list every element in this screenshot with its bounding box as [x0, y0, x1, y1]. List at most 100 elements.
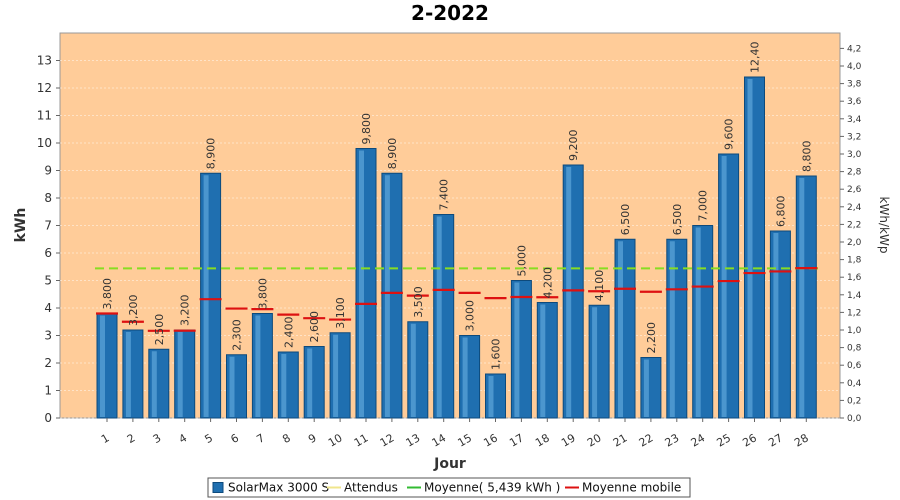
x-tick-label: 9	[306, 431, 319, 446]
y2-tick-label: 1,6	[847, 273, 862, 283]
bar-value-label: 4,100	[593, 270, 606, 302]
y2-tick-label: 1,2	[847, 308, 861, 318]
x-axis-label: Jour	[433, 456, 466, 472]
y2-tick-label: 0,4	[847, 379, 862, 389]
y2-tick-label: 3,6	[847, 97, 862, 107]
bar-highlight	[618, 241, 623, 417]
y-tick-label: 5	[44, 274, 52, 288]
x-tick-label: 11	[352, 431, 371, 449]
bar-highlight	[177, 332, 183, 417]
bar-value-label: 9,600	[723, 119, 736, 151]
bar-highlight	[203, 175, 209, 417]
bar-value-label: 5,000	[515, 245, 528, 277]
bar-value-label: 6,500	[619, 204, 632, 236]
x-tick-label: 8	[280, 431, 293, 446]
bar-value-label: 8,800	[800, 141, 813, 173]
y2-axis: 0,0 0,2 0,4 0,6 0,8 1,0 1,2 1,4 1,6 1,8 2,0 2,2 2,4 2…	[840, 44, 862, 424]
bar-highlight	[773, 233, 779, 417]
bar-value-label: 2,600	[308, 311, 321, 343]
x-tick-label: 4	[177, 431, 190, 446]
bar-value-label: 7,000	[697, 190, 710, 222]
legend-label: SolarMax 3000 S	[228, 481, 329, 495]
y2-tick-label: 3,4	[847, 115, 862, 125]
legend-label: Moyenne mobile	[582, 481, 681, 495]
bar-labels: 3,800 3,200 2,500 3,200 8,900 2,300 3,800 2,400…	[101, 42, 813, 371]
x-tick-label: 3	[151, 431, 164, 446]
bar-value-label: 3,100	[334, 297, 347, 329]
bar-value-label: 3,500	[412, 286, 425, 318]
bar-value-label: 3,000	[464, 300, 477, 332]
bar-value-label: 8,900	[386, 138, 399, 170]
y2-tick-label: 0,6	[847, 361, 862, 371]
bar-highlight	[410, 323, 416, 417]
bar-highlight	[592, 307, 598, 417]
bar-value-label: 3,200	[127, 295, 140, 327]
x-tick-label: 12	[378, 431, 397, 449]
y2-tick-label: 4,0	[847, 62, 862, 72]
y2-axis-label: kWh/kWp	[877, 197, 891, 254]
bar-highlight	[747, 79, 753, 417]
x-tick-label: 14	[430, 431, 449, 449]
y2-tick-label: 2,4	[847, 203, 862, 213]
bar-value-label: 8,900	[205, 138, 218, 170]
x-tick-label: 7	[254, 431, 267, 446]
bar-highlight	[229, 356, 235, 417]
bar-value-label: 1,600	[490, 339, 503, 371]
y2-tick-label: 1,4	[847, 291, 862, 301]
chart-title: 2-2022	[411, 1, 489, 25]
bar-value-label: 6,500	[671, 204, 684, 236]
bar-highlight	[255, 315, 261, 417]
x-tick-label: 19	[559, 431, 578, 449]
y2-tick-label: 0,0	[847, 414, 862, 424]
bar-value-label: 2,500	[153, 314, 166, 346]
y2-tick-label: 2,0	[847, 238, 862, 248]
y2-tick-label: 2,6	[847, 185, 862, 195]
x-axis: 1 2 3 4 5 6 7 8 9 10 11 12 13 14 15 16 17 18 19 20 21 22 23 24 2…	[99, 418, 811, 450]
bar-highlight	[151, 351, 157, 417]
bar-highlight	[721, 156, 727, 417]
bar-value-label: 6,800	[774, 196, 787, 228]
y-tick-label: 3	[44, 329, 52, 343]
bar-highlight	[514, 282, 520, 417]
legend-swatch	[212, 482, 224, 493]
bar-value-label: 3,800	[101, 278, 114, 310]
legend: SolarMax 3000 S Attendus Moyenne( 5,439 kW…	[207, 477, 691, 498]
y2-tick-label: 1,8	[847, 256, 862, 266]
bar-highlight	[488, 376, 494, 417]
y2-tick-label: 2,8	[847, 168, 862, 178]
y-tick-label: 13	[37, 54, 52, 68]
x-tick-label: 18	[533, 431, 552, 449]
bar-value-label: 9,200	[567, 130, 580, 162]
bar-value-label: 7,400	[438, 179, 451, 211]
x-tick-label: 6	[228, 431, 241, 446]
bar-value-label: 3,800	[256, 278, 269, 310]
y2-tick-label: 0,2	[847, 396, 861, 406]
bar-highlight	[436, 216, 442, 417]
bar-highlight	[281, 354, 287, 417]
bar-highlight	[695, 227, 701, 417]
bars	[96, 76, 817, 419]
x-tick-label: 17	[507, 431, 526, 449]
y-tick-label: 6	[44, 246, 52, 260]
y-tick-label: 1	[44, 384, 52, 398]
bar-highlight	[125, 332, 131, 417]
bar-value-label: 2,400	[282, 317, 295, 349]
x-tick-label: 27	[766, 431, 785, 449]
x-tick-label: 10	[326, 431, 345, 449]
y-tick-label: 8	[44, 191, 52, 205]
y2-tick-label: 4,2	[847, 44, 861, 54]
y2-tick-label: 1,0	[847, 326, 862, 336]
bar-value-label: 2,300	[231, 319, 244, 351]
legend-label: Attendus	[344, 481, 398, 495]
bar-highlight	[669, 241, 675, 417]
bar-highlight	[540, 304, 546, 417]
y-tick-label: 4	[44, 301, 52, 315]
x-tick-label: 16	[481, 431, 500, 449]
bar-highlight	[359, 150, 364, 417]
bar-highlight	[100, 315, 105, 417]
x-tick-label: 25	[714, 431, 733, 449]
bar-value-label: 4,200	[541, 267, 554, 299]
x-tick-label: 22	[637, 431, 656, 449]
